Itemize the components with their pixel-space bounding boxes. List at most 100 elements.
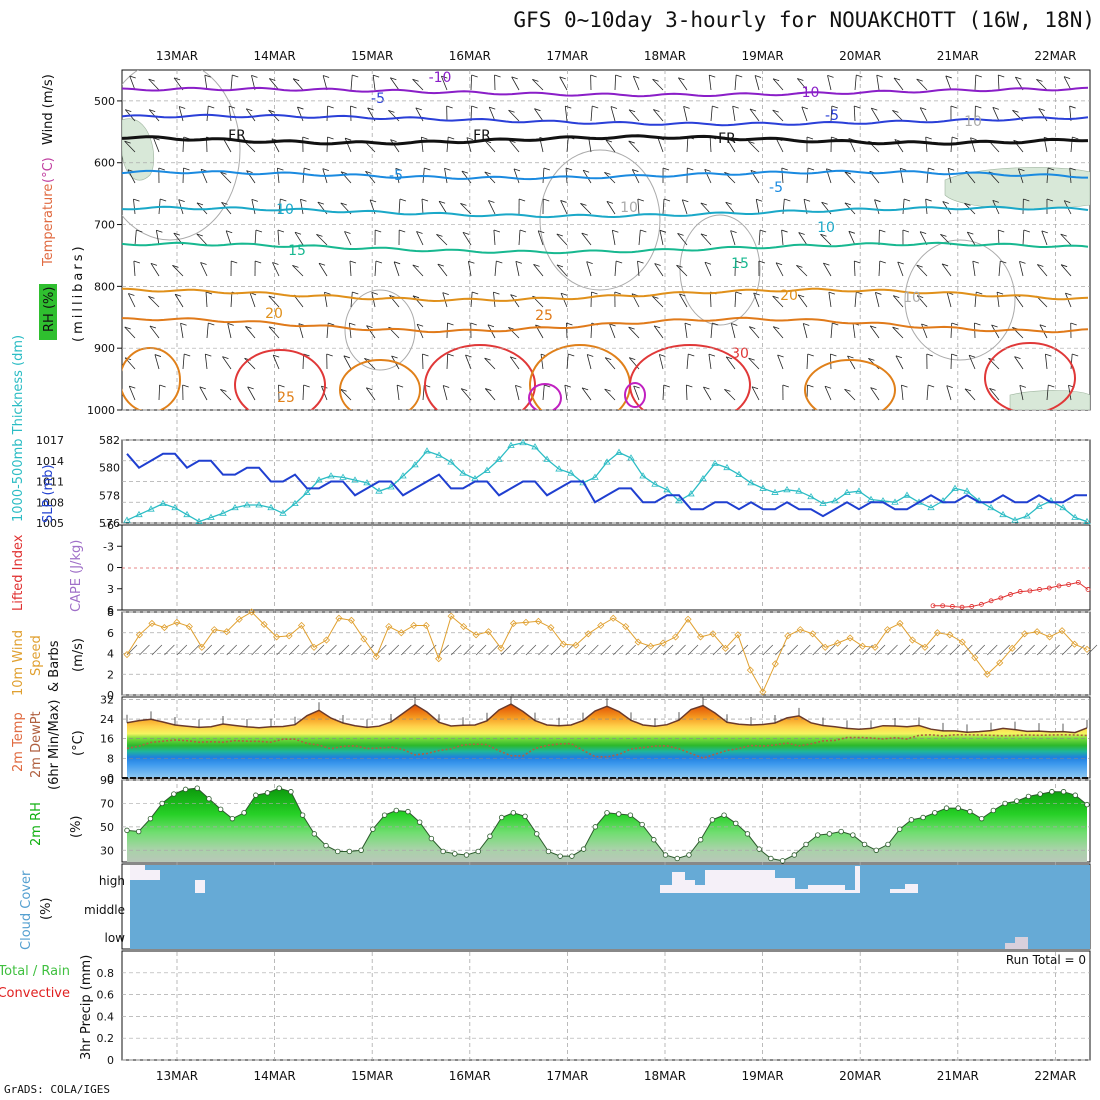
rh-marker — [861, 841, 868, 848]
wind-marker — [572, 641, 580, 649]
wind-tick-label: 0 — [107, 689, 114, 702]
temp-contour-5 — [122, 241, 1089, 255]
wind-marker — [809, 630, 817, 638]
wind-speed-markers — [123, 608, 1091, 696]
wind-barb — [970, 137, 976, 153]
wind-barb-flag — [583, 169, 590, 173]
wind-barb-flag — [365, 171, 372, 174]
precip-tick-label: 0 — [107, 1054, 114, 1067]
credit-text: GrADS: COLA/IGES — [4, 1083, 110, 1096]
wind-barb-flag — [396, 384, 404, 388]
rh-marker — [463, 852, 470, 858]
wind-barb-flag — [749, 108, 757, 112]
wind-barb — [511, 76, 520, 91]
wind-barb — [633, 385, 640, 401]
thickness-marker — [387, 483, 395, 490]
wind-barb — [653, 109, 664, 122]
wind-barb-flag — [560, 200, 567, 203]
wind-barb — [1038, 108, 1048, 122]
thermal-contour — [122, 347, 181, 410]
wind-barb-flag — [879, 229, 886, 233]
surface-barb — [600, 644, 612, 656]
wind-barb-flag — [412, 264, 419, 268]
wind-barb — [777, 354, 784, 370]
wind-barb-flag — [352, 291, 359, 295]
wind-barb — [204, 75, 208, 91]
date-label-bottom: 20MAR — [839, 1069, 881, 1083]
rh-marker — [323, 842, 329, 849]
surface-barb — [937, 644, 948, 656]
thickness-marker — [1011, 516, 1019, 523]
surface-barb — [687, 644, 699, 656]
contour-label: 10 — [903, 290, 921, 306]
rh-marker — [381, 812, 388, 818]
rh2m-panel: 30 50 70 90 — [100, 774, 1090, 864]
wind-barb-flag — [628, 326, 635, 330]
wind-barb — [992, 107, 1000, 122]
wind-barb — [1065, 292, 1072, 308]
rh-marker — [580, 846, 587, 852]
wind-barb-flag — [228, 105, 236, 109]
wind-barb-flag — [340, 202, 347, 206]
wind-barb-flag — [208, 105, 215, 109]
wind-barb — [581, 232, 592, 246]
wind-barb — [998, 261, 1001, 277]
panel-frame-2 — [121, 524, 1091, 611]
wind-barb-flag — [226, 230, 233, 234]
wind-barb-flag — [659, 354, 666, 357]
wind-barb — [348, 323, 352, 339]
surface-barb — [812, 644, 823, 656]
slp-tick-label: 1017 — [36, 434, 64, 447]
rh-marker — [978, 815, 985, 822]
rh-marker — [1002, 800, 1008, 807]
thickness-marker — [663, 486, 671, 493]
wind-barb — [892, 295, 904, 308]
wind-barb-flag — [471, 105, 478, 109]
wind-barb-flag — [149, 109, 156, 113]
wind-marker — [235, 615, 243, 623]
wind-barb — [781, 168, 784, 184]
contour-label: 15 — [731, 256, 749, 272]
cloud-level-labels: high middle low — [84, 874, 125, 945]
wind-barb — [628, 109, 640, 122]
wind-barb — [412, 295, 424, 308]
contour-label: 25 — [277, 390, 295, 406]
wind-barb-flag — [231, 260, 238, 264]
wind-marker — [933, 629, 941, 637]
thickness-marker — [231, 504, 239, 511]
wind-barb — [154, 354, 160, 370]
wind-barb — [396, 385, 400, 401]
wind-barb — [1013, 294, 1024, 308]
temp2m-panel: 0 8 16 24 32 — [100, 693, 1090, 785]
thermal-contour — [984, 342, 1076, 410]
bottom-date-axis: 13MAR 14MAR 15MAR 16MAR 17MAR 18MAR 19MAR 20MAR… — [156, 1069, 1077, 1083]
wind10m-ylabel-3: & Barbs — [47, 640, 62, 692]
thickness-line — [126, 442, 1088, 523]
surface-barb — [413, 644, 425, 656]
contour-labels: -10 -10 -5 -5 FR FR FR -5 -5 10 10 15 15 20 20 25 30 25 10… — [228, 70, 982, 406]
wind-barb — [710, 323, 713, 339]
wind-barb-flag — [640, 229, 647, 233]
wind-barb — [610, 106, 616, 122]
wind-barb — [129, 75, 136, 91]
rh-marker — [358, 847, 364, 853]
wind-barb-flag — [807, 167, 815, 171]
wind-barb-flag — [1019, 261, 1026, 264]
thickness-marker — [591, 473, 599, 480]
wind-barb-flag — [300, 198, 307, 202]
wind-barb — [364, 358, 376, 370]
wind-barb-flag — [781, 167, 788, 171]
wind-barb-flag — [148, 295, 155, 299]
wind-barb-flag — [159, 384, 166, 388]
contour-label: -10 — [797, 85, 820, 101]
rh-marker — [1014, 798, 1020, 804]
surface-barb — [949, 644, 961, 656]
wind-barb-flag — [472, 291, 479, 295]
wind-barb-flag — [992, 106, 999, 110]
wind-barb — [247, 386, 256, 401]
axis-titles: RH (%) Temperature (°C) Wind (m/s) (mill… — [0, 74, 94, 1060]
wind-barb-flag — [273, 354, 280, 358]
thickness-marker — [903, 491, 911, 498]
wind-barb — [515, 385, 520, 401]
wind-barb — [268, 295, 280, 308]
